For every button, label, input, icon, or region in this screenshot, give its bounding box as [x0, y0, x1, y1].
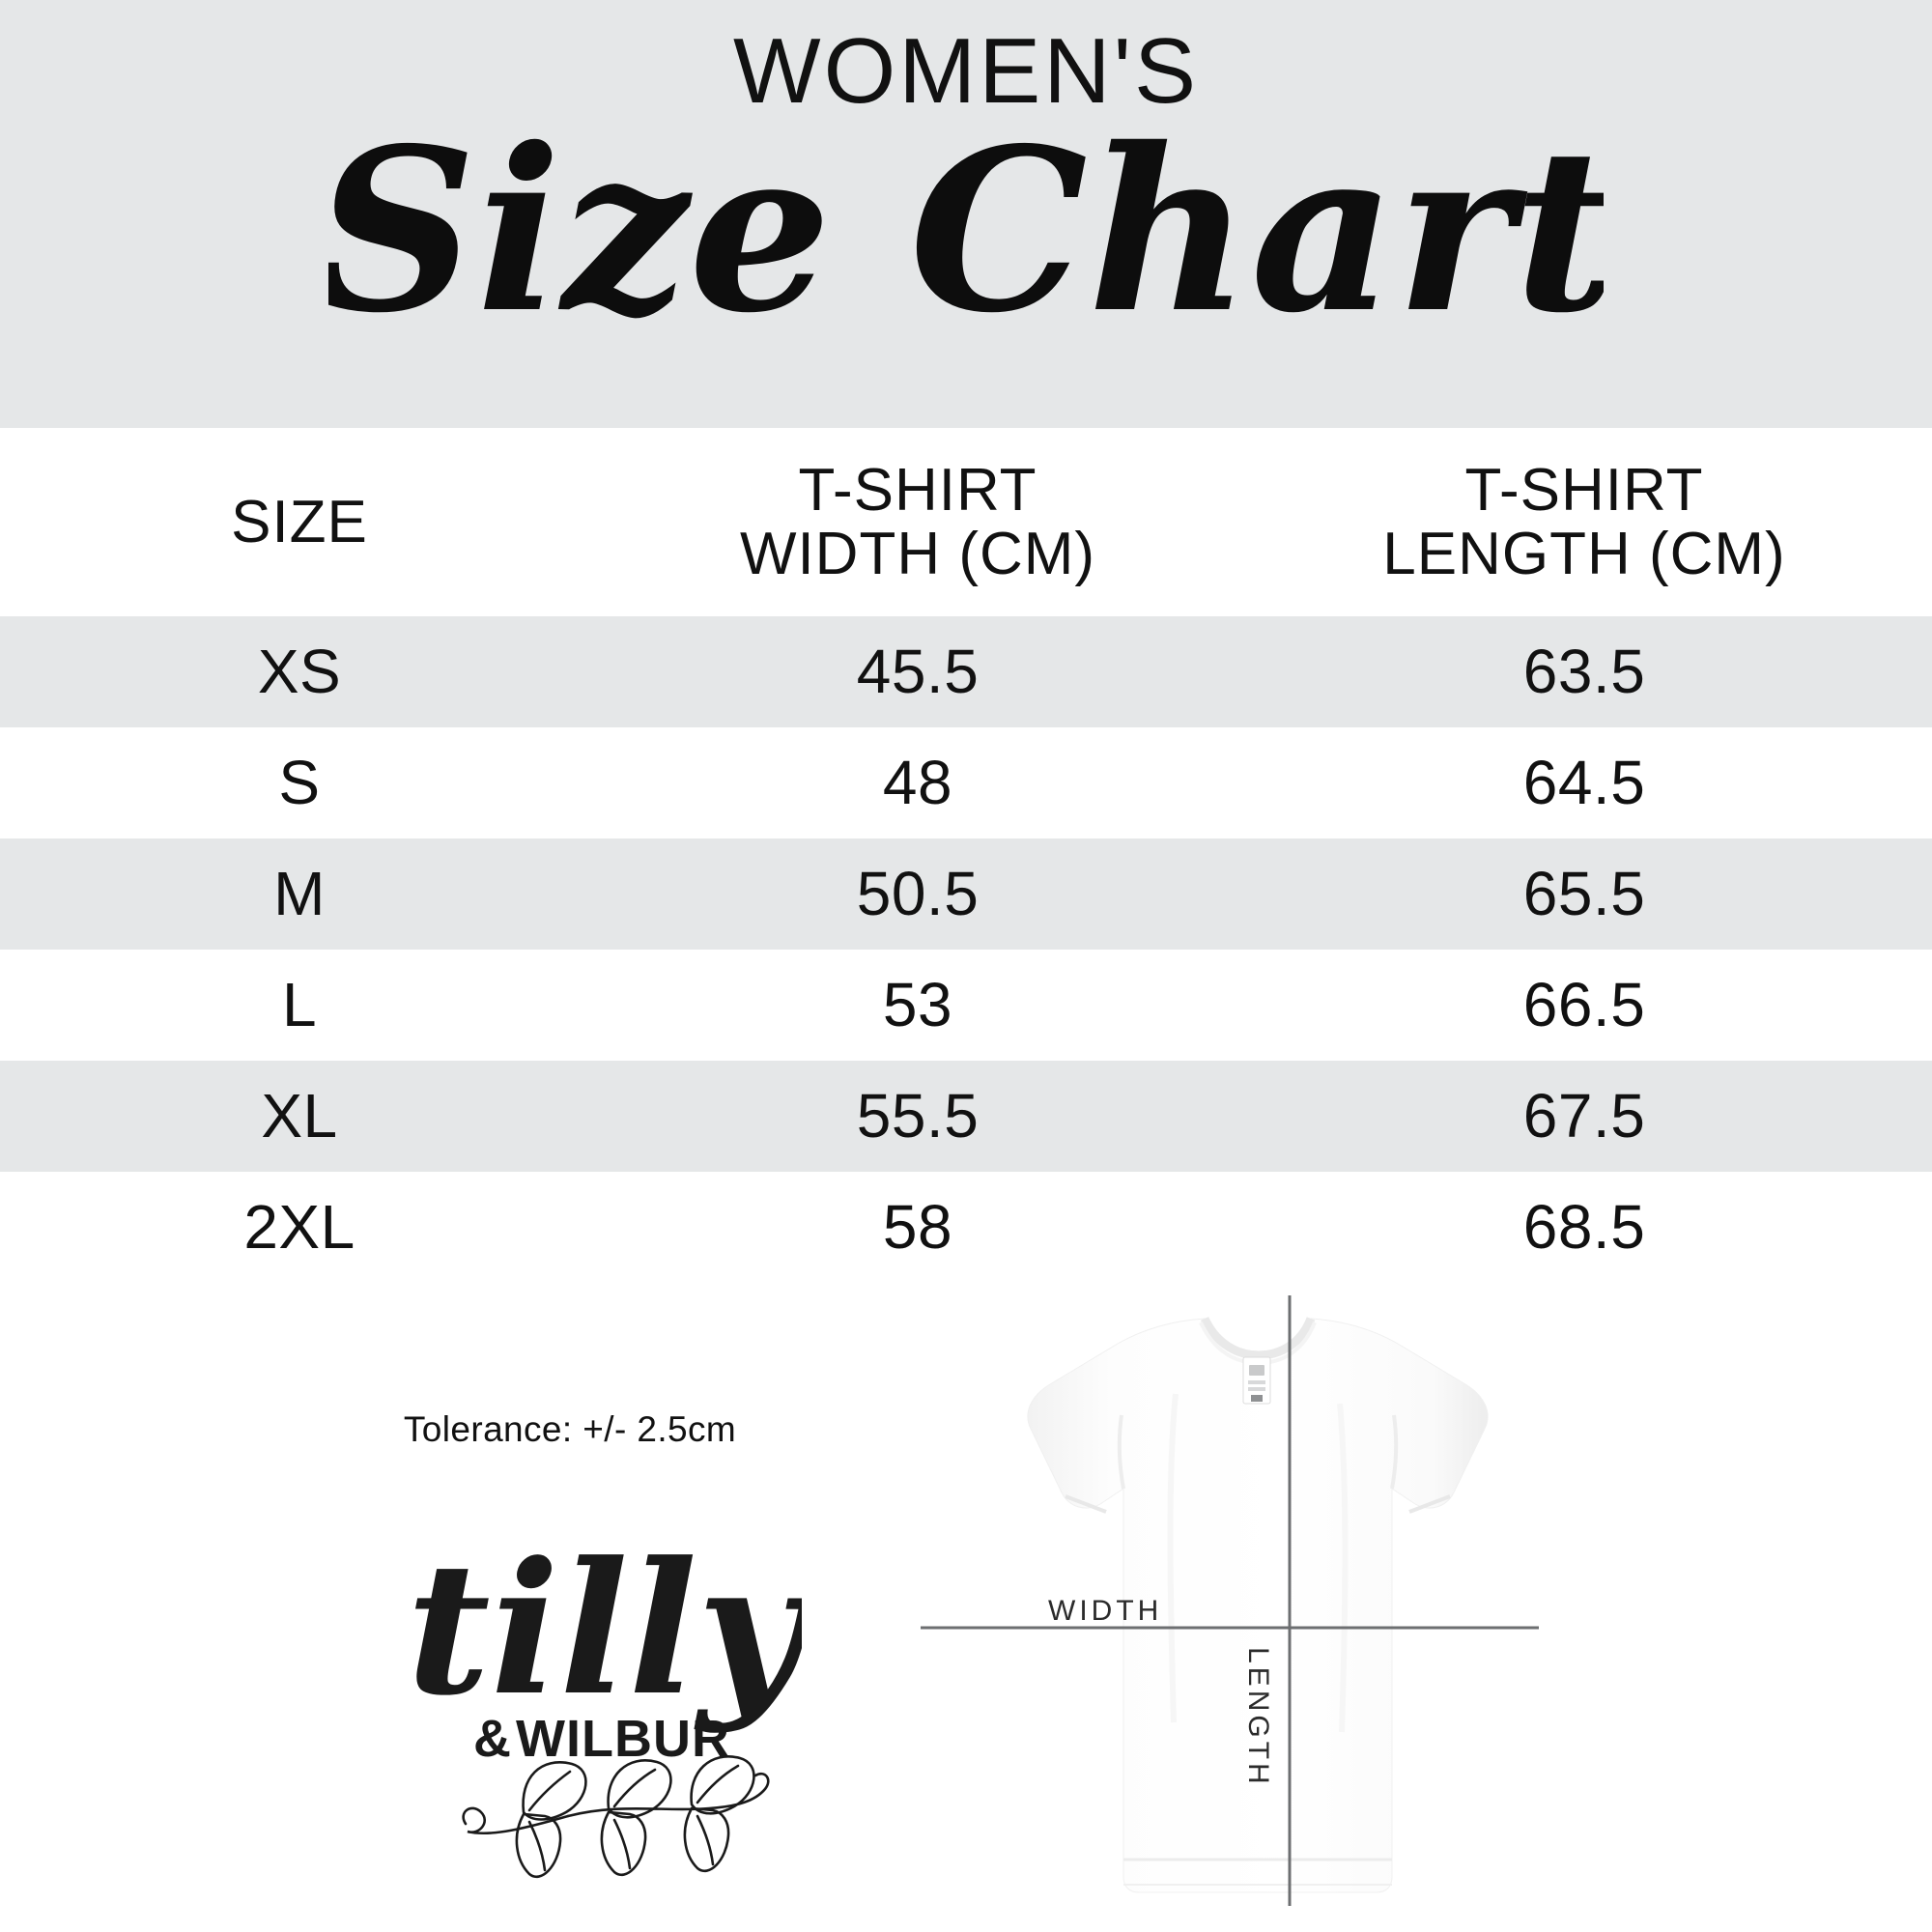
table-row: L 53 66.5: [0, 950, 1932, 1061]
cell-width: 50.5: [856, 858, 980, 928]
tshirt-diagram: WIDTH LENGTH: [886, 1268, 1565, 1932]
table-row: 2XL 58 68.5: [0, 1172, 1932, 1283]
tolerance-note: Tolerance: +/- 2.5cm: [403, 1409, 737, 1449]
cell-size: 2XL: [243, 1191, 355, 1262]
logo-ampersand: &: [473, 1710, 511, 1768]
cell-width: 53: [882, 969, 953, 1039]
cell-size: XS: [257, 636, 342, 706]
page-title: Size Chart: [0, 124, 1932, 365]
table-row: M 50.5 65.5: [0, 838, 1932, 950]
brand-logo: tilly & WILBUR: [415, 1526, 802, 1913]
cell-width: 45.5: [856, 636, 980, 706]
cell-size: L: [281, 969, 318, 1039]
cell-width: 55.5: [856, 1080, 980, 1151]
table-header-row: SIZE T-SHIRT WIDTH (CM) T-SHIRT LENGTH (…: [0, 428, 1932, 616]
header-length: T-SHIRT LENGTH (CM): [1382, 457, 1786, 587]
cell-length: 67.5: [1522, 1080, 1646, 1151]
eyebrow-title: WOMEN'S: [733, 19, 1199, 123]
neck-label-icon: [1242, 1356, 1271, 1405]
leaf-branch-icon: [462, 1755, 770, 1879]
logo-second-name: WILBUR: [516, 1710, 730, 1768]
page-title-text: Size Chart: [328, 124, 1604, 362]
length-label: LENGTH: [1242, 1647, 1274, 1788]
header-width: T-SHIRT WIDTH (CM): [739, 457, 1096, 587]
table-row: S 48 64.5: [0, 727, 1932, 838]
size-table: SIZE T-SHIRT WIDTH (CM) T-SHIRT LENGTH (…: [0, 428, 1932, 1283]
cell-width: 58: [882, 1191, 953, 1262]
table-row: XL 55.5 67.5: [0, 1061, 1932, 1172]
cell-length: 64.5: [1522, 747, 1646, 817]
width-label: WIDTH: [1048, 1595, 1163, 1627]
cell-length: 63.5: [1522, 636, 1646, 706]
cell-size: XL: [261, 1080, 338, 1151]
cell-size: M: [273, 858, 326, 928]
cell-length: 65.5: [1522, 858, 1646, 928]
header-size: SIZE: [231, 488, 368, 555]
cell-length: 66.5: [1522, 969, 1646, 1039]
tshirt-shape: [1027, 1316, 1489, 1893]
cell-width: 48: [882, 747, 953, 817]
cell-length: 68.5: [1522, 1191, 1646, 1262]
logo-script-name: tilly: [415, 1526, 802, 1736]
table-row: XS 45.5 63.5: [0, 616, 1932, 727]
title-band: WOMEN'S Size Chart: [0, 0, 1932, 428]
cell-size: S: [278, 747, 321, 817]
